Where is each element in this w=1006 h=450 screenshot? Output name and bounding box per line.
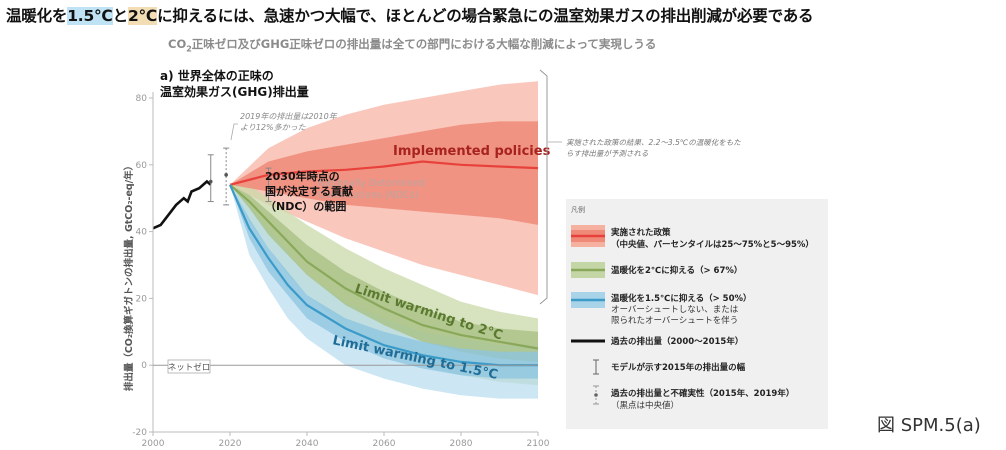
ndc-label-line3: （NDC）の範囲 [265, 199, 346, 213]
note-2019-connector [230, 123, 238, 141]
headline-highlight-2: 2℃ [127, 7, 158, 25]
panel-title-line1: a) 世界全体の正味の [160, 69, 274, 83]
historical-line [152, 179, 212, 230]
implemented-label: Implemented policies [393, 144, 551, 159]
panel-title-line2: 温室効果ガス(GHG)排出量 [160, 85, 309, 99]
net-zero-label: ネットゼロ [168, 362, 211, 373]
model-range-2015 [207, 154, 214, 203]
legend-uncert-l1: 過去の排出量と不確実性（2015年、2019年） [610, 388, 794, 399]
median-line-series-1 [229, 183, 539, 350]
median-line-series-0 [229, 160, 539, 186]
legend-range-label: モデルが示す2015年の排出量の幅 [611, 362, 746, 373]
headline-part3: に抑えるには、急速かつ大幅で、ほとんどの場合緊急にの温室効果ガスの排出削減が必要… [157, 7, 814, 25]
legend-past-label: 過去の排出量（2000〜2015年） [610, 336, 743, 347]
band-25-75-series-0 [230, 121, 538, 225]
legend-onefive-l2: オーバーシュートしない、または [611, 305, 739, 315]
legend-implemented-l2: （中央値、パーセンタイルは25〜75%と5〜95%） [611, 239, 814, 250]
bracket-note-line2: らす排出量が予測される [566, 149, 649, 158]
y-tick-label-0: 0 [141, 361, 147, 371]
x-tick-label-2020: 2020 [219, 439, 242, 449]
headline-part2: と [112, 7, 129, 25]
ndc-label-line1: 2030年時点の [265, 169, 340, 183]
marks [207, 147, 272, 206]
x-tick-label-2100: 2100 [527, 439, 550, 449]
band-25-75-series-2 [230, 184, 538, 379]
x-tick-label-2080: 2080 [450, 439, 473, 449]
subtitle-co2: CO [168, 37, 187, 51]
subtitle-rest: 正味ゼロ及びGHG正味ゼロの排出量は全ての部門における大幅な削減によって実現しう… [191, 37, 657, 51]
median-line-series-2 [228, 184, 538, 367]
legend-range-icon [593, 359, 599, 375]
median-dot-2015 [208, 179, 213, 184]
headline-highlight-15: 1.5℃ [67, 7, 113, 25]
y-tick-label-20: 20 [136, 294, 148, 304]
legend: 凡例 実施された政策 （中央値、パーセンタイルは25〜75%と5〜95%） 温暖… [571, 205, 814, 411]
line-layer [152, 160, 539, 367]
legend-uncertainty-icon [593, 385, 599, 405]
y-tick-label-60: 60 [136, 161, 148, 171]
y-tick-label-80: 80 [136, 94, 148, 104]
note-2019-line1: 2019年の排出量は2010年 [240, 112, 338, 121]
legend-two-label: 温暖化を2℃に抑える（> 67%） [611, 265, 742, 276]
x-tick-label-2040: 2040 [296, 439, 319, 449]
legend-implemented-l1: 実施された政策 [611, 227, 671, 238]
y-axis-label: 排出量（CO₂換算ギガトンの排出量, GtCO₂-eq/年） [123, 161, 135, 391]
legend-box [566, 199, 828, 429]
legend-uncert-l2: （黒点は中央値） [611, 400, 679, 411]
figure-label: 図 SPM.5(a) [877, 415, 981, 436]
x-tick-label-2000: 2000 [142, 439, 165, 449]
subtitle-sub2: 2 [186, 44, 192, 54]
legend-title: 凡例 [571, 205, 585, 214]
ndc-ghost-line2: Contributions (NDCs) [318, 190, 418, 201]
ndc-label-line2: 国が決定する貢献 [265, 184, 353, 198]
ndc-ghost-line1: Nationally Determined [318, 178, 425, 189]
ndc-range-2030 [265, 167, 272, 203]
x-tick-label-2060: 2060 [373, 439, 396, 449]
panel-title: a) 世界全体の正味の 温室効果ガス(GHG)排出量 [160, 68, 309, 100]
subtitle: CO2正味ゼロ及びGHG正味ゼロの排出量は全ての部門における大幅な削減によって実… [168, 36, 656, 53]
legend-onefive-l3: 限られたオーバーシュートを伴う [611, 315, 738, 326]
net-zero-box [167, 359, 211, 374]
y-tick-label-40: 40 [136, 228, 148, 238]
note-2019-line2: より12%多かった [240, 123, 307, 132]
headline: 温暖化を1.5℃と2℃に抑えるには、急速かつ大幅で、ほとんどの場合緊急にの温室効… [6, 4, 814, 26]
headline-part1: 温暖化を [6, 7, 68, 25]
bracket-note-line1: 実施された政策の結果、2.2〜3.5℃の温暖化をもた [566, 138, 741, 147]
y-tick-label--20: -20 [132, 428, 147, 438]
median-dot-2019 [224, 173, 228, 177]
legend-onefive-l1: 温暖化を1.5℃に抑える（> 50%） [611, 293, 752, 304]
range-bracket [539, 69, 548, 305]
band-layer [230, 81, 538, 399]
